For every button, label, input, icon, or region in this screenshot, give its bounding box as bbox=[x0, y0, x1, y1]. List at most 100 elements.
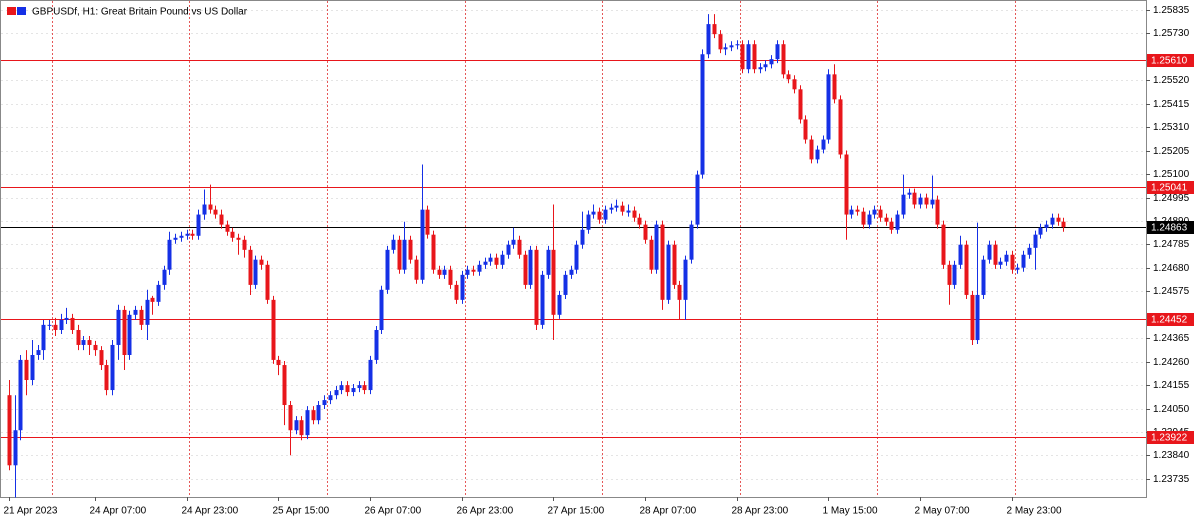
y-tick-label: 1.24575 bbox=[1153, 286, 1190, 297]
candle-body bbox=[288, 405, 293, 431]
candle-body bbox=[958, 244, 963, 265]
candle-body bbox=[798, 89, 803, 120]
candle-body bbox=[723, 47, 728, 50]
candle-body bbox=[557, 294, 562, 315]
candle-body bbox=[167, 239, 172, 270]
candle-body bbox=[924, 197, 929, 205]
candle-body bbox=[425, 209, 430, 235]
candle-body bbox=[895, 214, 900, 230]
candle-body bbox=[867, 214, 872, 225]
candle-body bbox=[907, 192, 912, 195]
candle-body bbox=[116, 309, 121, 345]
candle-body bbox=[202, 204, 207, 215]
candle-body bbox=[259, 259, 264, 265]
candle-body bbox=[162, 269, 167, 285]
x-tick-label: 27 Apr 15:00 bbox=[548, 506, 605, 517]
x-tick-label: 26 Apr 07:00 bbox=[365, 506, 422, 517]
candle-body bbox=[471, 269, 476, 272]
candle-body bbox=[591, 211, 596, 215]
price-label: 1.23922 bbox=[1151, 433, 1188, 444]
candle-body bbox=[718, 34, 723, 50]
candle-body bbox=[689, 224, 694, 260]
candle-body bbox=[935, 199, 940, 225]
candle-body bbox=[196, 214, 201, 236]
candle-body bbox=[420, 209, 425, 280]
candle-body bbox=[626, 210, 631, 213]
candle-body bbox=[632, 210, 637, 218]
candle-body bbox=[442, 269, 447, 275]
x-tick-label: 24 Apr 23:00 bbox=[182, 506, 239, 517]
candle-body bbox=[597, 211, 602, 220]
price-label: 1.24452 bbox=[1151, 315, 1188, 326]
price-label-box bbox=[1147, 181, 1194, 194]
candle-body bbox=[185, 233, 190, 236]
candle-body bbox=[104, 365, 109, 391]
candle-body bbox=[213, 209, 218, 215]
candle-body bbox=[735, 44, 740, 46]
candle-body bbox=[173, 237, 178, 240]
candle-body bbox=[454, 284, 459, 300]
candle-body bbox=[551, 249, 556, 315]
price-label-box bbox=[1147, 431, 1194, 444]
y-tick-label: 1.25415 bbox=[1153, 99, 1190, 110]
price-label: 1.24863 bbox=[1151, 223, 1188, 234]
candle-body bbox=[884, 217, 889, 222]
y-tick-label: 1.24155 bbox=[1153, 380, 1190, 391]
price-label: 1.25041 bbox=[1151, 183, 1188, 194]
title-block: GBPUSDf, H1: Great Britain Pound vs US D… bbox=[7, 7, 248, 18]
candle-body bbox=[889, 221, 894, 230]
candle-body bbox=[786, 74, 791, 80]
candle-body bbox=[729, 45, 734, 48]
candle-body bbox=[523, 254, 528, 285]
candle-body bbox=[620, 205, 625, 212]
y-tick-label: 1.24365 bbox=[1153, 333, 1190, 344]
candle-body bbox=[660, 224, 665, 300]
y-tick-label: 1.24785 bbox=[1153, 239, 1190, 250]
x-tick-label: 21 Apr 2023 bbox=[4, 506, 58, 517]
candle-body bbox=[740, 44, 745, 70]
price-label-box bbox=[1147, 221, 1194, 234]
candle-body bbox=[271, 299, 276, 360]
candle-body bbox=[362, 385, 367, 391]
candle-body bbox=[1004, 254, 1009, 262]
y-tick-label: 1.25520 bbox=[1153, 75, 1190, 86]
candle-body bbox=[76, 329, 81, 345]
price-label-box bbox=[1147, 54, 1194, 67]
candle-body bbox=[294, 420, 299, 431]
candle-body bbox=[964, 244, 969, 295]
candle-body bbox=[334, 390, 339, 396]
x-tick-label: 24 Apr 07:00 bbox=[90, 506, 147, 517]
candle-body bbox=[488, 257, 493, 262]
candle-body bbox=[998, 261, 1003, 265]
candle-body bbox=[328, 395, 333, 401]
candle-body bbox=[30, 355, 35, 381]
candle-body bbox=[1044, 224, 1049, 228]
candle-body bbox=[506, 244, 511, 255]
candle-body bbox=[666, 244, 671, 300]
candle-body bbox=[712, 24, 717, 35]
candle-body bbox=[970, 294, 975, 341]
y-tick-label: 1.25730 bbox=[1153, 28, 1190, 39]
candle-body bbox=[156, 284, 161, 302]
candle-body bbox=[64, 317, 69, 320]
candle-body bbox=[1038, 227, 1043, 235]
candle-body bbox=[930, 199, 935, 205]
candle-body bbox=[878, 209, 883, 218]
candle-body bbox=[763, 64, 768, 68]
candle-body bbox=[385, 249, 390, 290]
candle-body bbox=[483, 261, 488, 265]
candle-body bbox=[528, 249, 533, 285]
candle-body bbox=[208, 204, 213, 210]
candle-body bbox=[683, 259, 688, 300]
icon bbox=[17, 7, 26, 15]
candle-body bbox=[569, 269, 574, 275]
candle-body bbox=[93, 344, 98, 351]
candle-body bbox=[1033, 234, 1038, 248]
candle-body bbox=[87, 340, 92, 345]
x-tick-label: 26 Apr 23:00 bbox=[457, 506, 514, 517]
candle-body bbox=[190, 233, 195, 236]
candle-body bbox=[305, 410, 310, 436]
candle-body bbox=[311, 410, 316, 421]
candle-body bbox=[769, 59, 774, 65]
